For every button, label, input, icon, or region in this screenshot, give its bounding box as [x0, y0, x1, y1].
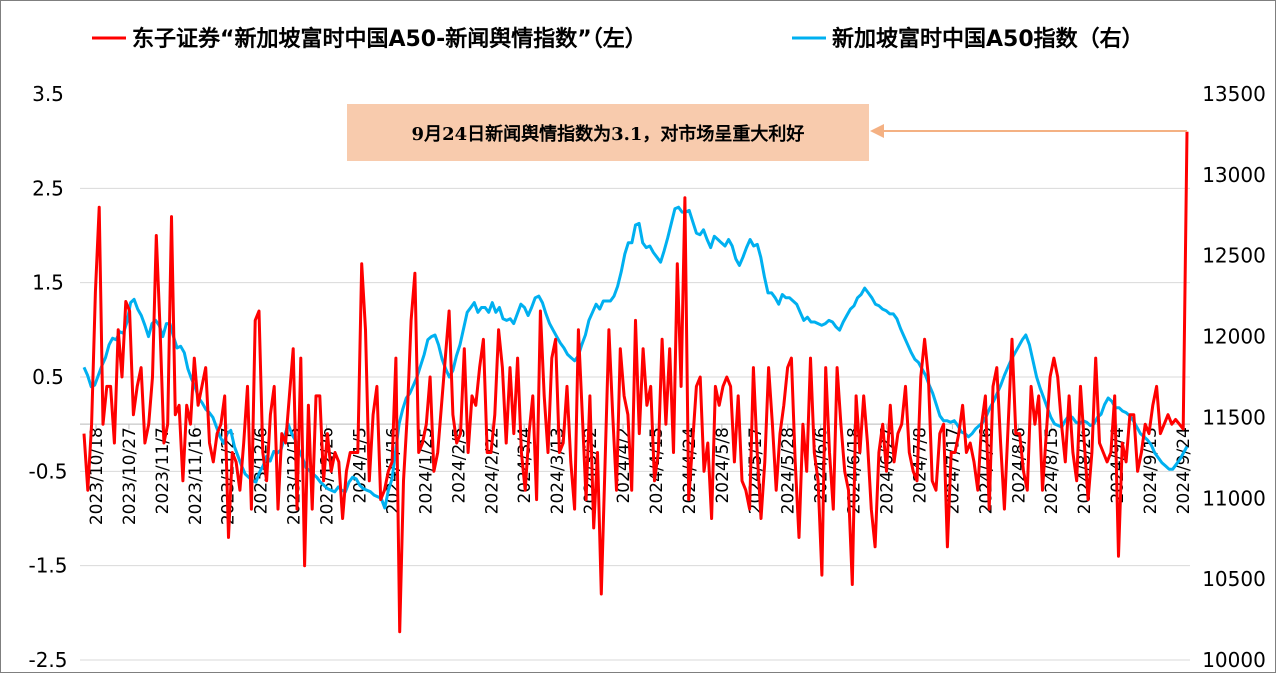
x-tick-label: 2024/3/13: [548, 427, 568, 514]
annotation-arrowhead: [870, 124, 884, 138]
legend-label-a50: 新加坡富时中国A50指数（右）: [832, 26, 1144, 52]
x-tick-label: 2023/10/18: [87, 427, 107, 525]
x-tick-label: 2023/11/16: [186, 427, 206, 525]
legend: 东子证券“新加坡富时中国A50-新闻舆情指数”（左） 新加坡富时中国A50指数（…: [92, 26, 1144, 52]
x-tick-label: 2023/11/27: [219, 427, 239, 525]
right-tick-label: 10000: [1202, 648, 1266, 672]
right-tick-label: 11500: [1202, 405, 1266, 429]
x-tick-label: 2024/2/5: [449, 427, 469, 503]
annotation-box: [347, 104, 869, 161]
series: [82, 131, 1189, 634]
x-tick-label: 2023/11/7: [153, 427, 173, 514]
legend-label-sentiment: 东子证券“新加坡富时中国A50-新闻舆情指数”（左）: [132, 26, 647, 52]
x-tick-label: 2024/3/4: [515, 427, 535, 503]
left-tick-label: -1.5: [28, 554, 67, 578]
right-tick-label: 11000: [1202, 486, 1266, 510]
annotation: 9月24日新闻舆情指数为3.1，对市场呈重大利好: [347, 104, 1187, 161]
left-tick-label: 3.5: [32, 82, 64, 106]
left-axis: 3.5 2.5 1.5 0.5 -0.5 -1.5 -2.5: [28, 82, 67, 672]
x-tick-label: 2024/9/24: [1174, 427, 1194, 514]
x-tick-label: 2024/6/6: [812, 427, 832, 503]
x-tick-label: 2024/7/8: [910, 427, 930, 503]
x-tick-label: 2024/1/5: [351, 427, 371, 503]
right-tick-label: 13000: [1202, 163, 1266, 187]
right-tick-label: 12000: [1202, 325, 1266, 349]
x-tick-label: 2023/10/27: [120, 427, 140, 525]
right-tick-label: 10500: [1202, 567, 1266, 591]
left-tick-label: -2.5: [28, 648, 67, 672]
annotation-text: 9月24日新闻舆情指数为3.1，对市场呈重大利好: [412, 123, 805, 145]
left-tick-label: 2.5: [32, 176, 64, 200]
x-tick-label: 2024/8/6: [1009, 427, 1029, 503]
left-tick-label: 0.5: [32, 365, 64, 389]
right-tick-label: 13500: [1202, 82, 1266, 106]
x-tick-label: 2024/8/15: [1042, 427, 1062, 514]
right-axis: 13500 13000 12500 12000 11500 11000 10500 10000: [1202, 82, 1266, 672]
left-tick-label: -0.5: [28, 459, 67, 483]
left-tick-label: 1.5: [32, 271, 64, 295]
x-tick-label: 2024/9/13: [1141, 427, 1161, 514]
right-tick-label: 12500: [1202, 244, 1266, 268]
x-tick-label: 2024/5/8: [713, 427, 733, 503]
series-line-sentiment: [82, 131, 1189, 634]
